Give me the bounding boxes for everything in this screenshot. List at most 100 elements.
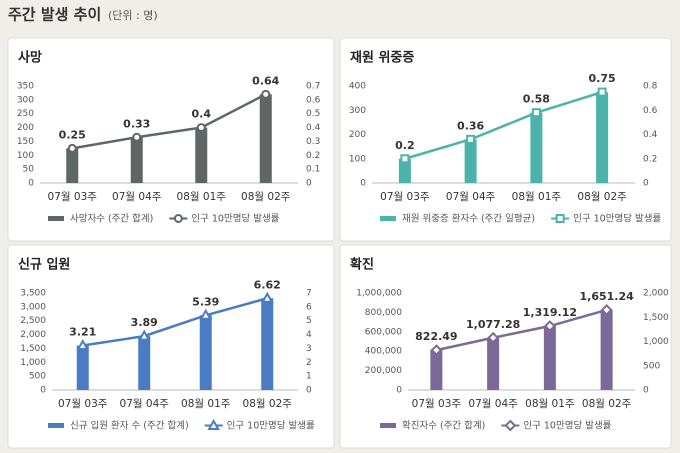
- value-label: 0.58: [523, 93, 550, 106]
- value-label: 0.36: [457, 119, 484, 132]
- y-tick-label: 400: [349, 82, 366, 92]
- y-tick-label: 350: [17, 82, 34, 92]
- y2-tick-label: 2,000: [643, 289, 669, 299]
- value-label: 0.64: [252, 74, 279, 87]
- y-tick-label: 0: [40, 386, 46, 396]
- panel-title: 사망: [18, 50, 42, 66]
- line-marker: [543, 320, 556, 332]
- line: [82, 297, 268, 347]
- y-tick-label: 800,000: [365, 308, 402, 318]
- bar: [487, 337, 500, 390]
- line: [436, 308, 607, 352]
- y2-tick-label: 6: [306, 302, 312, 312]
- bar: [259, 94, 272, 183]
- line: [404, 90, 603, 160]
- x-tick-label: 08월 02주: [241, 191, 291, 203]
- value-label: 0.25: [59, 128, 86, 141]
- y-tick-label: 1,000: [20, 358, 46, 368]
- panel-title: 확진: [350, 257, 374, 273]
- y-tick-label: 3,500: [20, 289, 46, 299]
- panel-title: 재원 위중증: [350, 51, 414, 66]
- line-marker: [196, 123, 206, 133]
- bar: [398, 158, 411, 183]
- chart-panel: 확진 0 200,000 400,000 600,000 800,000 1,000,000…: [339, 244, 672, 449]
- line-marker: [132, 132, 142, 142]
- bar: [596, 92, 609, 183]
- panel: [339, 37, 672, 242]
- bar: [138, 336, 151, 390]
- legend-swatch: [380, 216, 396, 221]
- bar: [195, 127, 208, 183]
- chart-panel: 재원 위중증 0 100 200 300 400 0 0.2 0.4 0.6 0.8 07월 03주 0…: [339, 37, 672, 242]
- y2-tick-label: 500: [643, 361, 660, 371]
- legend-swatch: [48, 423, 64, 428]
- y2-tick-label: 0.1: [306, 165, 320, 175]
- y2-tick-label: 1: [306, 372, 312, 382]
- y2-tick-label: 0: [306, 179, 312, 189]
- line-marker: [466, 134, 476, 144]
- x-tick-label: 08월 02주: [577, 191, 627, 203]
- x-tick-label: 07월 04주: [468, 398, 518, 410]
- y-tick-label: 150: [17, 137, 34, 147]
- y2-tick-label: 3: [306, 344, 312, 354]
- legend-label: 인구 10만명당 발생률: [191, 214, 279, 225]
- legend-label: 재원 위중증 환자수 (주간 일평균): [402, 213, 535, 225]
- x-tick-label: 08월 02주: [582, 398, 632, 410]
- line-marker: [400, 154, 410, 164]
- y-tick-label: 3,000: [20, 302, 46, 312]
- legend-marker: [555, 214, 565, 223]
- line-marker: [67, 143, 77, 153]
- bar: [430, 350, 443, 390]
- x-tick-label: 07월 03주: [380, 191, 430, 203]
- x-tick-label: 07월 04주: [120, 398, 170, 410]
- legend-label: 신규 입원 환자 수 (주간 합계): [70, 420, 189, 432]
- value-label: 1,077.28: [466, 318, 520, 331]
- value-label: 6.62: [254, 278, 281, 291]
- value-label: 3.89: [131, 316, 158, 329]
- y2-tick-label: 7: [306, 289, 312, 299]
- bar: [464, 139, 477, 183]
- y-tick-label: 2,500: [20, 316, 46, 326]
- x-tick-label: 07월 04주: [446, 191, 496, 203]
- y2-tick-label: 0: [643, 386, 649, 396]
- page-title: 주간 발생 추이: [8, 6, 101, 24]
- x-tick-label: 07월 03주: [412, 398, 462, 410]
- y-tick-label: 0: [28, 179, 34, 189]
- line-marker: [199, 308, 212, 320]
- y2-tick-label: 0.8: [643, 82, 658, 92]
- legend-marker: [504, 419, 517, 432]
- y2-tick-label: 0: [643, 179, 649, 189]
- legend-marker: [173, 214, 183, 223]
- x-tick-label: 07월 04주: [112, 191, 162, 203]
- legend-swatch: [48, 216, 64, 221]
- panel: [7, 37, 335, 242]
- y2-tick-label: 0.6: [643, 106, 658, 116]
- y2-tick-label: 2: [306, 358, 312, 368]
- legend-label: 확진자수 (주간 합계): [402, 420, 485, 432]
- unit-note: (단위 : 명): [108, 9, 158, 22]
- value-label: 0.2: [395, 139, 415, 152]
- x-tick-label: 08월 01주: [512, 191, 562, 203]
- chart-panel: 사망 0 50 100 150 200 250 300 350 0 0.1 0.2 0.3 0.4 0.5 0…: [7, 37, 335, 242]
- y-tick-label: 2,000: [20, 330, 46, 340]
- legend-label: 인구 10만명당 발생률: [227, 421, 315, 432]
- y-tick-label: 300: [349, 106, 366, 116]
- y-tick-label: 600,000: [365, 327, 402, 337]
- x-tick-label: 07월 03주: [48, 191, 98, 203]
- y2-tick-label: 0.5: [306, 109, 320, 119]
- bar: [66, 148, 79, 183]
- y-tick-label: 200,000: [365, 366, 402, 376]
- panel: [7, 244, 335, 449]
- line-marker: [487, 331, 500, 344]
- value-label: 1,319.12: [523, 306, 577, 319]
- value-label: 3.21: [69, 326, 96, 339]
- y-tick-label: 250: [17, 109, 34, 119]
- bar: [199, 315, 212, 390]
- y-tick-label: 500: [29, 372, 46, 382]
- line-marker: [600, 304, 613, 316]
- line-marker: [261, 291, 274, 303]
- x-tick-label: 08월 02주: [243, 398, 293, 410]
- y-tick-label: 100: [17, 151, 34, 161]
- value-label: 0.4: [192, 108, 212, 121]
- line-marker: [76, 338, 89, 351]
